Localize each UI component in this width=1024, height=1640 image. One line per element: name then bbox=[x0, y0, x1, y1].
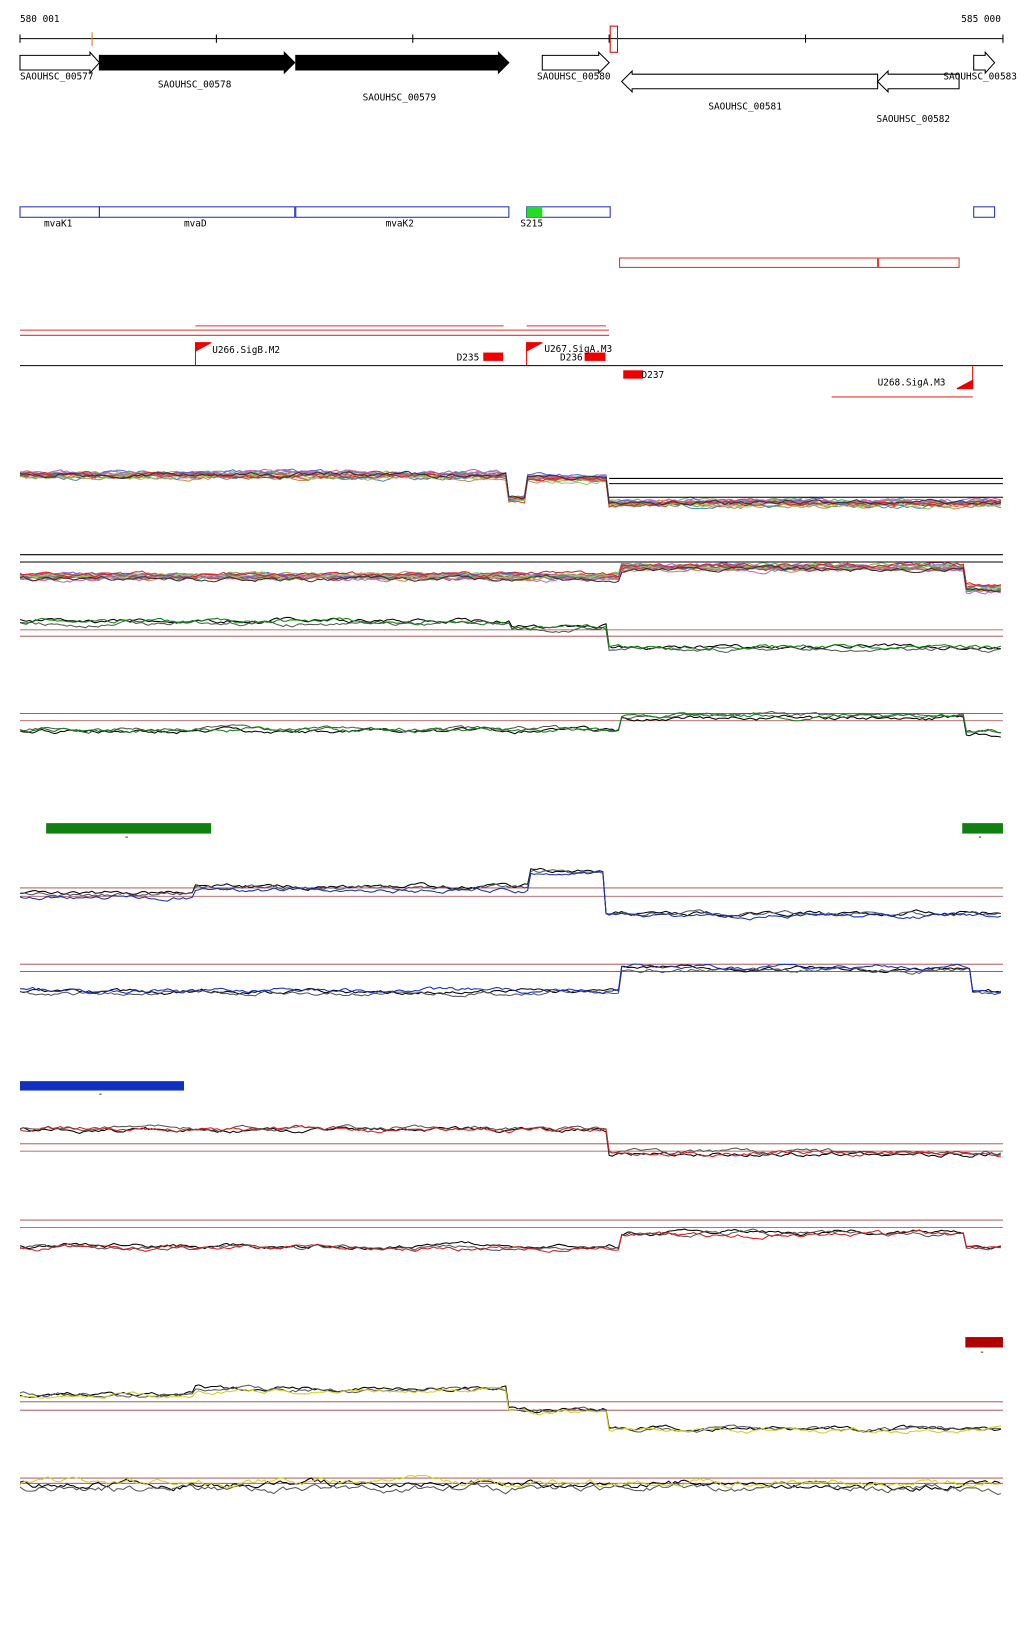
expression-line bbox=[19, 714, 1001, 738]
expression-line bbox=[19, 565, 1002, 595]
terminator-label: D235 bbox=[457, 352, 480, 363]
gene-label: SAOUHSC_00583 bbox=[943, 71, 1017, 82]
track-bars bbox=[20, 823, 1003, 1348]
view-marker bbox=[609, 25, 619, 53]
expression-line bbox=[19, 963, 1002, 995]
feature-boxes bbox=[19, 206, 996, 218]
ruler-end: 585 000 bbox=[961, 14, 1001, 25]
transcript-lines bbox=[19, 325, 973, 398]
expression-line bbox=[19, 870, 1002, 921]
gene-label: SAOUHSC_00577 bbox=[20, 71, 94, 82]
operon-boxes bbox=[619, 257, 960, 268]
expression-line bbox=[19, 1477, 1002, 1492]
feature-label: mvaD bbox=[184, 219, 207, 230]
terminator-label: D236 bbox=[560, 352, 583, 363]
feature-label: mvaK1 bbox=[44, 219, 73, 230]
expression-line bbox=[19, 617, 1002, 651]
promoter-label: U268.SigA.M3 bbox=[878, 377, 946, 388]
terminator-label: D237 bbox=[642, 370, 665, 381]
ruler-start: 580 001 bbox=[20, 14, 60, 25]
expression-line bbox=[19, 710, 1001, 734]
expression-line bbox=[19, 1125, 1001, 1158]
expression-line bbox=[19, 561, 1002, 587]
expression-line bbox=[19, 869, 1001, 917]
expression-line bbox=[19, 712, 1001, 734]
expression-line bbox=[19, 616, 1001, 651]
promoter-flags bbox=[194, 342, 974, 390]
expression-line bbox=[19, 1480, 1002, 1496]
ruler: 580 001 585 000 bbox=[19, 14, 1004, 53]
expression-line bbox=[19, 1386, 1001, 1435]
feature-label: S215 bbox=[520, 219, 543, 230]
promoter-label: U266.SigB.M2 bbox=[212, 345, 280, 356]
track-label: - bbox=[98, 1089, 104, 1100]
expression-line bbox=[19, 1474, 1001, 1490]
gene-label: SAOUHSC_00581 bbox=[708, 102, 782, 113]
gene-label: SAOUHSC_00579 bbox=[363, 92, 437, 103]
expression-line bbox=[19, 1229, 1001, 1253]
expression-line bbox=[19, 1125, 1001, 1158]
expression-tracks bbox=[19, 468, 1003, 1496]
track-label: - bbox=[124, 832, 130, 843]
expression-line bbox=[19, 1384, 1001, 1433]
promoter-label: U267.SigA.M3 bbox=[544, 344, 612, 355]
expression-line bbox=[19, 964, 1002, 995]
expression-line bbox=[19, 565, 1001, 593]
expression-line bbox=[19, 1384, 1002, 1433]
gene-label: SAOUHSC_00582 bbox=[877, 114, 951, 125]
track-label: - bbox=[977, 832, 983, 843]
genes bbox=[19, 50, 996, 94]
expression-line bbox=[19, 966, 1002, 998]
expression-line bbox=[19, 1124, 1002, 1156]
expression-line bbox=[19, 470, 1002, 506]
ruler-ticks bbox=[19, 34, 1004, 43]
gene-label: SAOUHSC_00580 bbox=[537, 71, 611, 82]
gene-label: SAOUHSC_00578 bbox=[158, 80, 232, 91]
feature-label: mvaK2 bbox=[386, 219, 414, 230]
expression-line bbox=[19, 1228, 1001, 1252]
s-feature bbox=[526, 206, 543, 218]
track-label: - bbox=[979, 1347, 985, 1358]
